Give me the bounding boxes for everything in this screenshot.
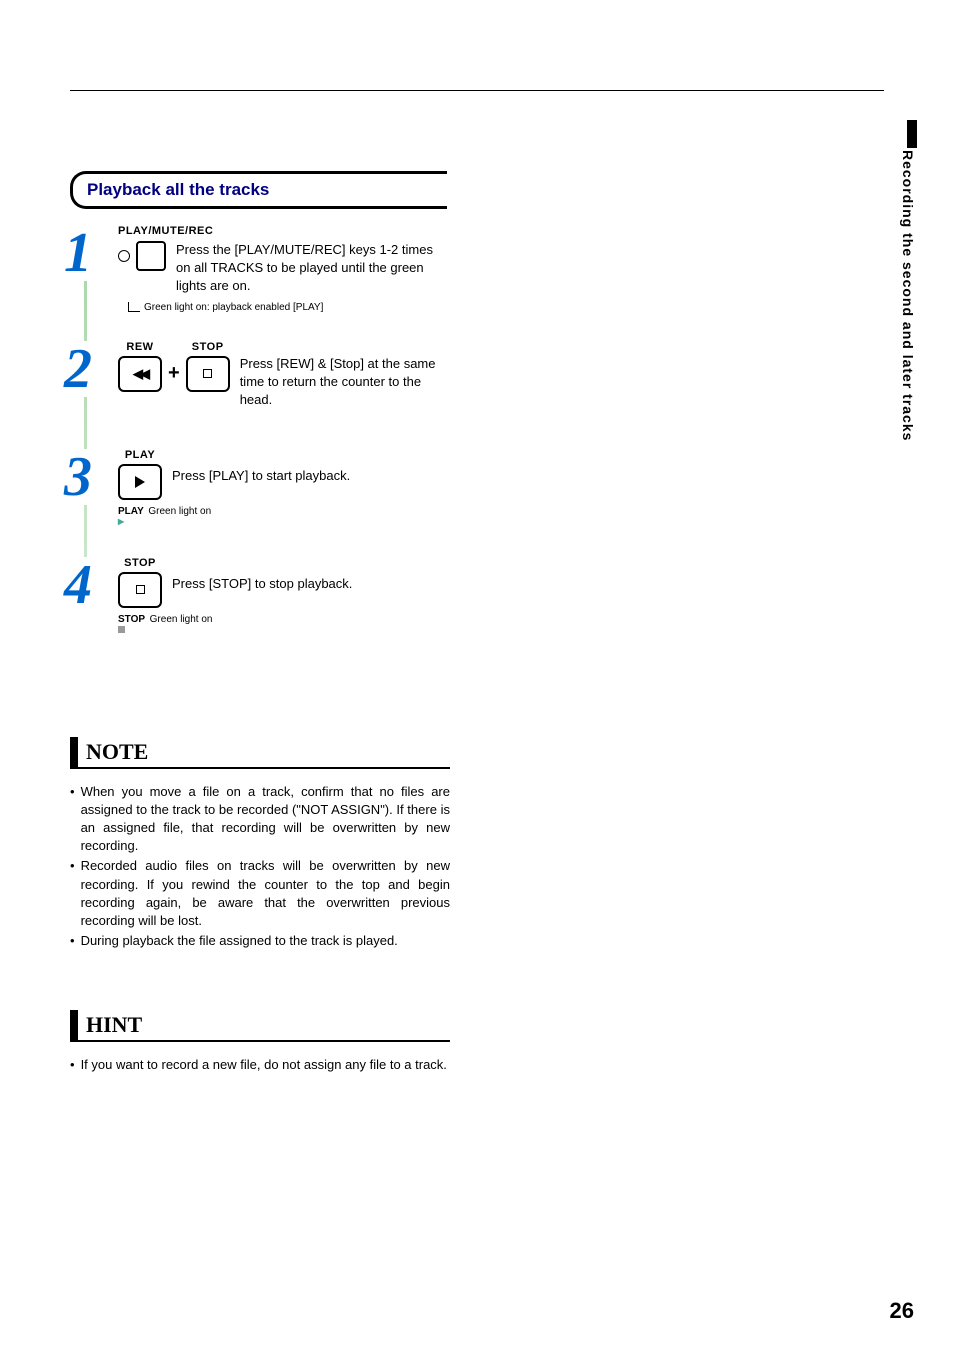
button-graphic: REW ◀◀ + STOP xyxy=(118,341,230,392)
indicator-label: STOP xyxy=(118,614,145,625)
step-1: 1 PLAY/MUTE/REC Press the [PLAY/MUTE/REC… xyxy=(70,225,450,313)
side-tab-label: Recording the second and later tracks xyxy=(900,150,916,441)
led-icon xyxy=(118,250,130,262)
stop-indicator: STOP Green light on xyxy=(118,614,450,636)
indicator-caption: Green light on xyxy=(148,506,211,517)
play-indicator: PLAY Green light on ▶ xyxy=(118,506,450,526)
note-block: NOTE •When you move a file on a track, c… xyxy=(70,737,450,951)
note-header: NOTE xyxy=(70,737,450,769)
step-number: 4 xyxy=(64,557,92,613)
blank-key-icon xyxy=(136,241,166,271)
note-text: During playback the file assigned to the… xyxy=(81,932,450,950)
play-label: PLAY xyxy=(125,449,155,461)
plus-icon: + xyxy=(168,362,180,385)
note-list: •When you move a file on a track, confir… xyxy=(70,783,450,951)
caption-text: Green light on: playback enabled [PLAY] xyxy=(144,302,323,313)
stop-key-icon xyxy=(118,572,162,608)
button-graphic xyxy=(118,241,166,271)
manual-page: Recording the second and later tracks Pl… xyxy=(0,0,954,1354)
step-number: 3 xyxy=(64,449,92,505)
hint-block: HINT •If you want to record a new file, … xyxy=(70,1010,450,1074)
step-3: 3 PLAY Press [PLAY] to start playback. P… xyxy=(70,449,450,529)
side-tab: Recording the second and later tracks xyxy=(900,120,924,441)
step-text: Press [REW] & [Stop] at the same time to… xyxy=(240,355,450,410)
step-4: 4 STOP Press [STOP] to stop playback. ST… xyxy=(70,557,450,637)
note-text: When you move a file on a track, confirm… xyxy=(81,783,450,856)
side-tab-marker xyxy=(907,120,917,148)
section-title: Playback all the tracks xyxy=(87,180,436,200)
step-number: 2 xyxy=(64,341,92,397)
step-number: 1 xyxy=(64,225,92,281)
stop-key-icon xyxy=(186,356,230,392)
button-label: PLAY/MUTE/REC xyxy=(118,225,450,237)
play-key-icon xyxy=(118,464,162,500)
note-text: Recorded audio files on tracks will be o… xyxy=(81,857,450,930)
indicator-caption: Green light on xyxy=(150,614,213,625)
square-icon xyxy=(118,626,125,633)
rewind-key-icon: ◀◀ xyxy=(118,356,162,392)
step-caption: Green light on: playback enabled [PLAY] xyxy=(128,302,450,313)
hint-header: HINT xyxy=(70,1010,450,1042)
indicator-label: PLAY xyxy=(118,506,144,517)
step-text: Press [STOP] to stop playback. xyxy=(172,575,450,593)
top-rule xyxy=(70,90,884,91)
stop-label: STOP xyxy=(192,341,224,353)
step-2: 2 REW ◀◀ + STOP xyxy=(70,341,450,421)
stop-label: STOP xyxy=(124,557,156,569)
note-item: •During playback the file assigned to th… xyxy=(70,932,450,950)
caption-leader xyxy=(128,302,140,312)
step-text: Press [PLAY] to start playback. xyxy=(172,467,450,485)
content-column: Playback all the tracks 1 PLAY/MUTE/REC … xyxy=(70,171,450,637)
section-header: Playback all the tracks xyxy=(70,171,450,209)
rew-label: REW xyxy=(126,341,153,353)
hint-list: •If you want to record a new file, do no… xyxy=(70,1056,450,1074)
steps-container: 1 PLAY/MUTE/REC Press the [PLAY/MUTE/REC… xyxy=(70,225,450,637)
page-number: 26 xyxy=(890,1298,914,1324)
step-text: Press the [PLAY/MUTE/REC] keys 1-2 times… xyxy=(176,241,450,296)
note-item: •When you move a file on a track, confir… xyxy=(70,783,450,856)
note-item: •Recorded audio files on tracks will be … xyxy=(70,857,450,930)
hint-item: •If you want to record a new file, do no… xyxy=(70,1056,450,1074)
hint-text: If you want to record a new file, do not… xyxy=(81,1056,450,1074)
